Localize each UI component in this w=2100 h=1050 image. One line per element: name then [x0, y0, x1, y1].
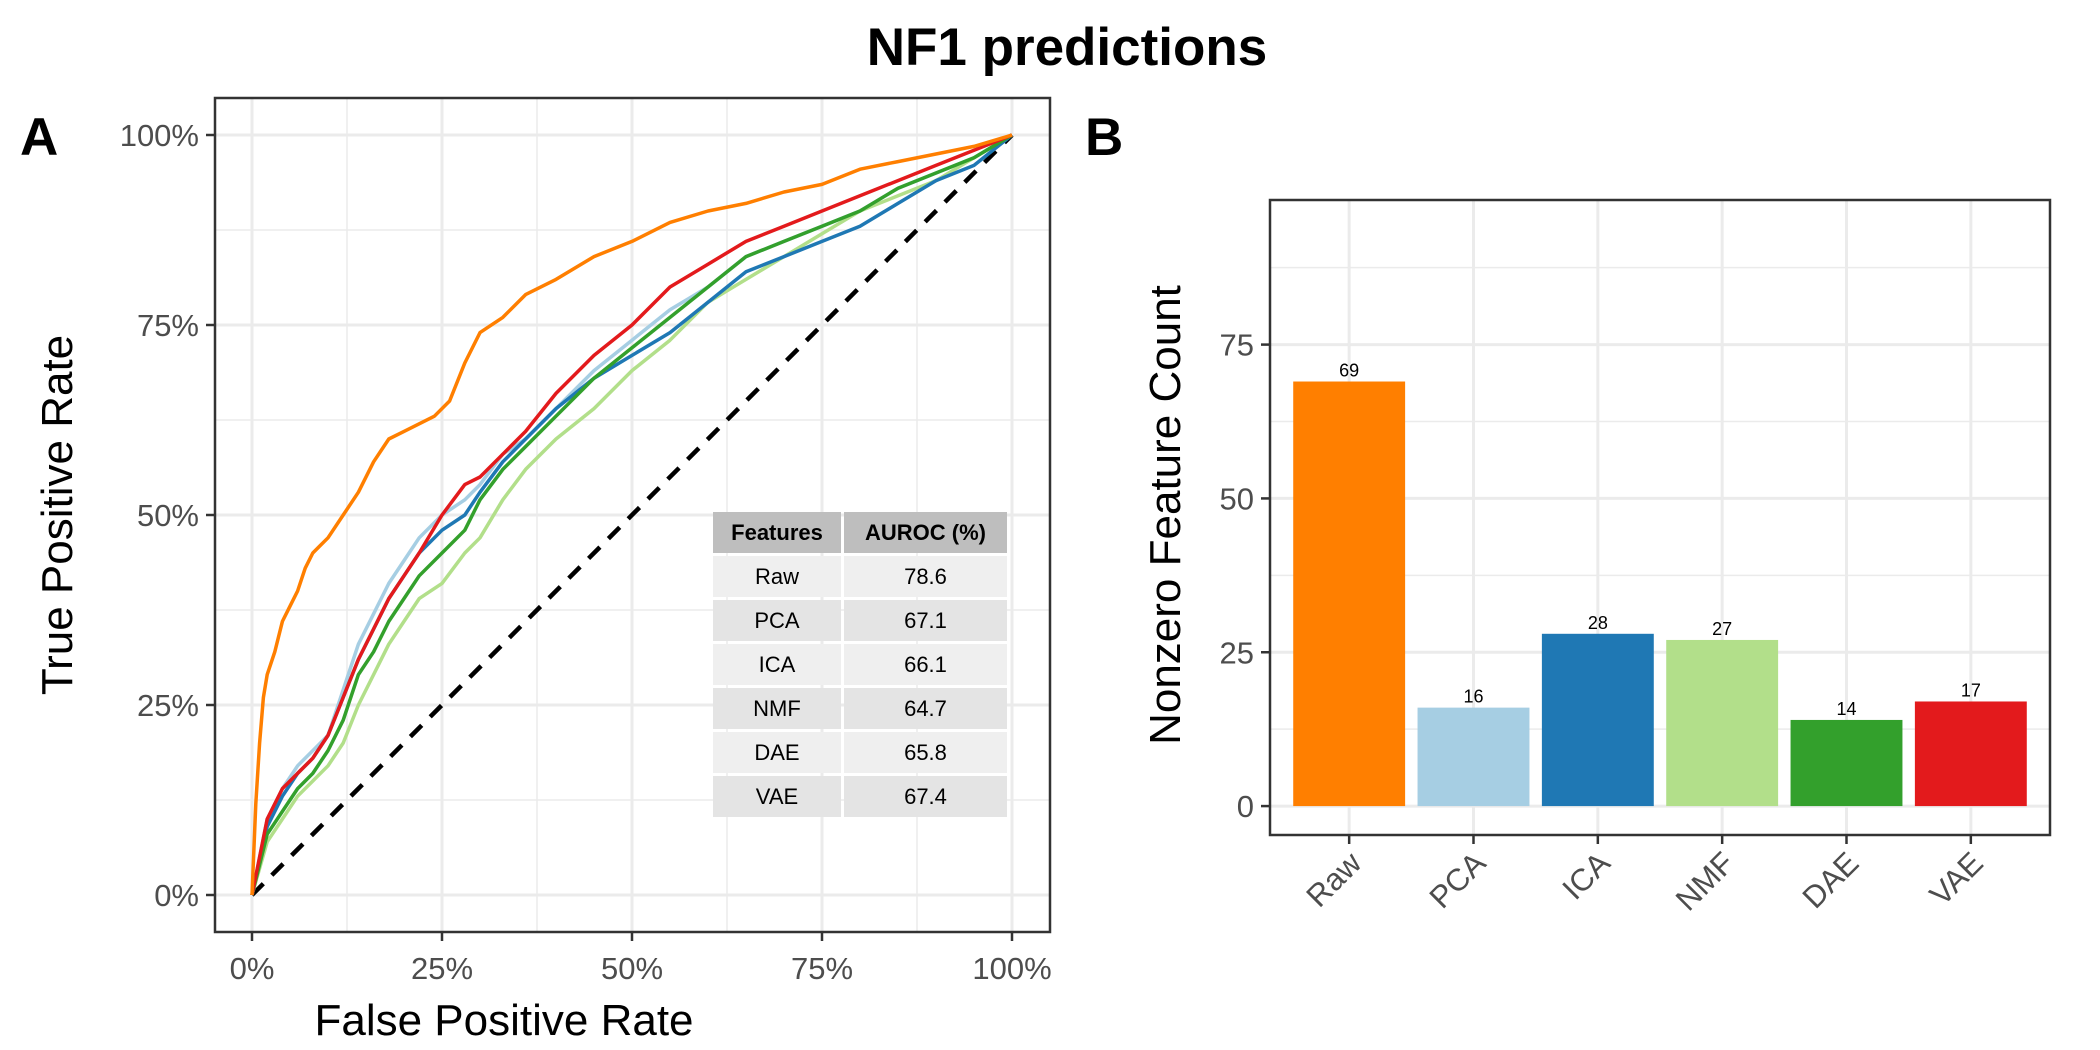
roc-line-nmf	[250, 133, 1013, 896]
bar-value-label: 14	[1836, 699, 1856, 719]
table-feature-name: ICA	[759, 652, 796, 677]
table-auroc-value: 66.1	[904, 652, 947, 677]
table-cell	[713, 600, 841, 641]
x-tick-label: DAE	[1796, 845, 1866, 915]
y-tick-label: 50%	[137, 498, 199, 533]
x-tick-label: 25%	[411, 951, 473, 986]
x-axis-title-a: False Positive Rate	[314, 996, 693, 1045]
roc-diagonal	[250, 133, 1014, 897]
roc-series-group	[250, 133, 1014, 896]
y-tick-label: 0%	[154, 878, 199, 913]
panel-label-a: A	[20, 108, 58, 167]
reference-diagonal-line	[250, 133, 1014, 897]
table-cell	[844, 600, 1007, 641]
x-tick-label: ICA	[1555, 845, 1617, 907]
bar-ica	[1541, 633, 1654, 807]
table-auroc-value: 67.4	[904, 784, 947, 809]
y-tick-label: 75	[1220, 328, 1254, 363]
x-tick-label: 0%	[230, 951, 275, 986]
bar-panel: B 69 16 28 27 14 17 0 25 50 75 Raw PCA ICA NMF DAE VAE…	[1085, 108, 2052, 917]
bar-panel-border	[1268, 198, 2052, 837]
x-tick-label: 75%	[791, 951, 853, 986]
y-axis-title-b: Nonzero Feature Count	[1141, 285, 1190, 745]
table-header-features: Features	[731, 520, 823, 545]
x-tick-label: Raw	[1300, 845, 1369, 914]
bar-dae	[1790, 719, 1903, 807]
x-tick-label: VAE	[1923, 845, 1990, 912]
table-cell	[844, 688, 1007, 729]
y-axis-title-a: True Positive Rate	[33, 335, 82, 695]
table-cell	[844, 732, 1007, 773]
table-header-cell	[844, 512, 1007, 553]
table-cell	[713, 556, 841, 597]
table-auroc-value: 67.1	[904, 608, 947, 633]
table-auroc-value: 65.8	[904, 740, 947, 765]
table-header-cell	[713, 512, 841, 553]
y-tick-label: 100%	[120, 118, 199, 153]
table-cell	[844, 776, 1007, 817]
table-cell	[844, 556, 1007, 597]
roc-line-vae	[250, 133, 1013, 896]
bar-raw	[1293, 381, 1406, 807]
table-cell	[713, 688, 841, 729]
roc-axis-ticks: 0% 25% 50% 75% 100% 0% 25% 50% 75% 100%	[120, 118, 1052, 986]
bar-value-label: 16	[1463, 687, 1483, 707]
bar-group: 69 16 28 27 14 17	[1293, 361, 2027, 807]
bar-value-label: 27	[1712, 619, 1732, 639]
figure-title: NF1 predictions	[867, 18, 1268, 77]
bar-vae	[1914, 701, 2027, 807]
table-header-auroc: AUROC (%)	[865, 520, 986, 545]
table-feature-name: DAE	[754, 740, 799, 765]
table-feature-name: PCA	[754, 608, 800, 633]
table-auroc-value: 64.7	[904, 696, 947, 721]
y-tick-label: 50	[1220, 481, 1254, 516]
bar-value-label: 69	[1339, 361, 1359, 381]
table-cell	[713, 776, 841, 817]
x-tick-label: PCA	[1423, 845, 1493, 915]
table-auroc-value: 78.6	[904, 564, 947, 589]
x-tick-label: 100%	[972, 951, 1051, 986]
table-cell	[713, 644, 841, 685]
panel-label-b: B	[1085, 108, 1123, 167]
roc-line-raw	[250, 133, 1013, 896]
x-tick-label: NMF	[1669, 845, 1741, 917]
bar-nmf	[1666, 639, 1779, 807]
table-feature-name: NMF	[753, 696, 801, 721]
x-tick-label: 50%	[601, 951, 663, 986]
bar-pca	[1417, 707, 1530, 807]
roc-panel: A Features AUROC (%) Raw 78.6 PCA 67.1 ICA 66.1…	[20, 96, 1052, 1045]
bar-value-label: 17	[1961, 680, 1981, 700]
y-tick-label: 75%	[137, 308, 199, 343]
auroc-table: Features AUROC (%) Raw 78.6 PCA 67.1 ICA 66.1 NM…	[713, 512, 1007, 817]
table-feature-name: VAE	[756, 784, 798, 809]
y-tick-label: 25	[1220, 635, 1254, 670]
y-tick-label: 25%	[137, 688, 199, 723]
table-feature-name: Raw	[755, 564, 799, 589]
y-tick-label: 0	[1237, 789, 1254, 824]
roc-line-dae	[250, 133, 1013, 896]
table-cell	[713, 732, 841, 773]
table-cell	[844, 644, 1007, 685]
bar-value-label: 28	[1588, 613, 1608, 633]
